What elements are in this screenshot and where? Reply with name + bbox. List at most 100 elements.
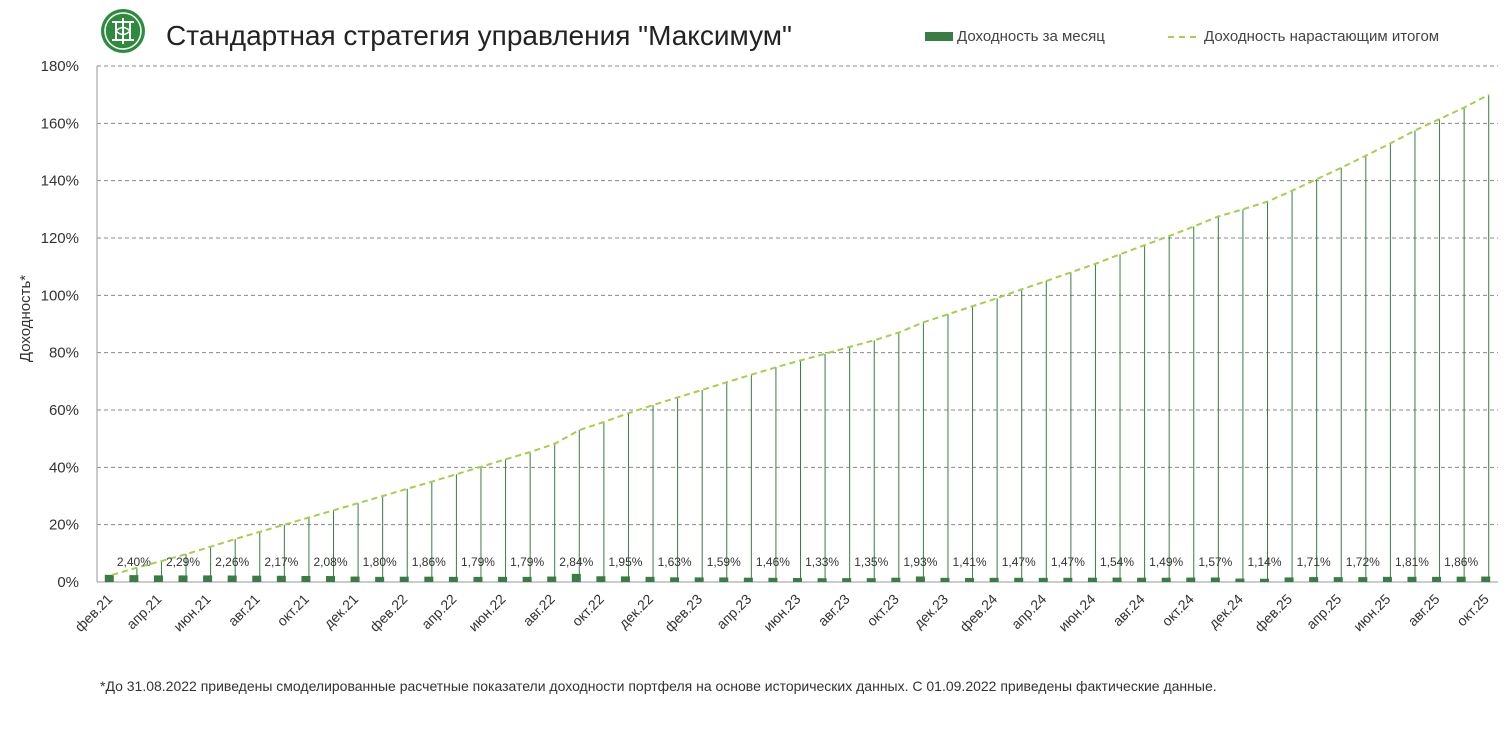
- monthly-bar: [473, 576, 483, 582]
- y-tick-label: 60%: [49, 402, 79, 419]
- data-label: 1,57%: [1198, 555, 1232, 569]
- monthly-bar: [571, 573, 581, 582]
- monthly-bar: [1186, 577, 1196, 582]
- monthly-bar: [596, 576, 606, 582]
- data-label: 1,63%: [658, 555, 692, 569]
- y-tick-label: 180%: [41, 58, 79, 75]
- monthly-bar: [1260, 578, 1269, 582]
- monthly-bar: [547, 576, 557, 582]
- data-label: 1,71%: [1297, 555, 1331, 569]
- monthly-bar: [178, 575, 188, 582]
- monthly-bar: [375, 576, 385, 582]
- monthly-bar: [153, 575, 163, 582]
- y-tick-label: 100%: [41, 287, 79, 304]
- data-label: 2,29%: [166, 555, 200, 569]
- y-tick-label: 120%: [41, 230, 79, 247]
- page-title: Стандартная стратегия управления "Максим…: [166, 20, 792, 51]
- monthly-bar: [104, 574, 114, 582]
- monthly-bar: [1063, 577, 1073, 582]
- data-label: 1,46%: [756, 555, 790, 569]
- monthly-bar: [891, 577, 901, 582]
- cumulative-line-path: [112, 93, 1490, 576]
- monthly-bar: [399, 576, 409, 582]
- monthly-bar: [989, 577, 999, 582]
- x-tick-label: июн.24: [1055, 591, 1099, 635]
- x-tick-label: июн.23: [760, 591, 804, 635]
- x-tick-label: окт.25: [1453, 591, 1492, 630]
- data-label: 1,14%: [1247, 555, 1281, 569]
- monthly-bar: [1137, 577, 1147, 582]
- data-label: 1,95%: [608, 555, 642, 569]
- data-label: 1,47%: [1002, 555, 1036, 569]
- data-label: 1,33%: [805, 555, 839, 569]
- x-tick-label: апр.24: [1008, 591, 1050, 633]
- x-tick-label: авг.21: [225, 591, 263, 629]
- monthly-bar: [252, 575, 262, 582]
- monthly-bar: [326, 576, 335, 582]
- x-tick-label: июн.25: [1350, 591, 1394, 635]
- x-tick-label: фев.21: [71, 591, 115, 635]
- monthly-bar: [743, 577, 753, 582]
- data-label: 2,40%: [117, 555, 151, 569]
- y-tick-label: 40%: [49, 459, 79, 476]
- data-label: 1,86%: [1444, 555, 1478, 569]
- x-tick-label: апр.21: [123, 591, 165, 633]
- monthly-bar: [940, 577, 950, 582]
- y-tick-label: 140%: [41, 173, 79, 190]
- x-tick-label: окт.24: [1158, 591, 1197, 630]
- data-labels: 2,40% 2,29% 2,26% 2,17% 2,08% 1,80% 1,86% 1,79%…: [117, 555, 1479, 569]
- x-tick-label: июн.21: [170, 591, 214, 635]
- monthly-bar: [350, 576, 360, 582]
- monthly-bar: [203, 575, 213, 582]
- monthly-bar: [1284, 577, 1294, 582]
- monthly-bar: [424, 576, 434, 582]
- x-tick-label: дек.23: [910, 591, 951, 632]
- x-tick-label: дек.22: [615, 591, 656, 632]
- data-label: 2,08%: [313, 555, 347, 569]
- y-tick-label: 160%: [41, 115, 79, 132]
- x-tick-label: авг.22: [520, 591, 558, 629]
- x-tick-label: окт.23: [863, 591, 902, 630]
- x-tick-label: фев.25: [1251, 591, 1295, 635]
- monthly-bar: [227, 575, 237, 582]
- monthly-bar: [670, 577, 680, 582]
- monthly-bar: [1456, 576, 1466, 582]
- data-label: 1,79%: [510, 555, 544, 569]
- x-tick-label: окт.21: [274, 591, 313, 630]
- y-tick-label: 20%: [49, 517, 79, 534]
- legend-cumulative-swatch: [1168, 36, 1196, 38]
- monthly-bar: [915, 576, 925, 582]
- footnote: *До 31.08.2022 приведены смоделированные…: [100, 678, 1217, 694]
- x-tick-label: авг.23: [815, 591, 853, 629]
- x-tick-label: авг.24: [1109, 591, 1147, 629]
- data-label: 2,17%: [264, 555, 298, 569]
- x-tick-label: дек.24: [1205, 591, 1246, 632]
- x-tick-label: июн.22: [465, 591, 509, 635]
- data-label: 1,47%: [1051, 555, 1085, 569]
- data-label: 1,35%: [854, 555, 888, 569]
- data-label: 1,49%: [1149, 555, 1183, 569]
- x-tick-label: апр.25: [1303, 591, 1345, 633]
- monthly-bar: [1112, 577, 1122, 582]
- data-label: 1,86%: [412, 555, 446, 569]
- data-label: 1,93%: [903, 555, 937, 569]
- legend-monthly-swatch: [925, 32, 953, 41]
- x-axis-ticks: фев.21 апр.21 июн.21 авг.21 окт.21 дек.21 фев.…: [71, 591, 1492, 635]
- monthly-bars: [104, 573, 1491, 582]
- monthly-bar: [866, 578, 876, 582]
- monthly-bar: [842, 578, 852, 582]
- monthly-bar: [276, 575, 286, 582]
- data-label: 2,26%: [215, 555, 249, 569]
- cumulative-drop-lines: [111, 94, 1490, 582]
- y-axis-label: Доходность*: [17, 274, 35, 363]
- cumulative-line: [112, 93, 1490, 576]
- data-label: 1,79%: [461, 555, 495, 569]
- x-tick-label: фев.24: [956, 591, 1000, 635]
- data-label: 1,41%: [953, 555, 987, 569]
- y-tick-label: 0%: [57, 574, 79, 591]
- monthly-bar: [301, 575, 311, 582]
- x-tick-label: апр.23: [713, 591, 755, 633]
- data-label: 1,54%: [1100, 555, 1134, 569]
- monthly-bar: [1210, 577, 1220, 582]
